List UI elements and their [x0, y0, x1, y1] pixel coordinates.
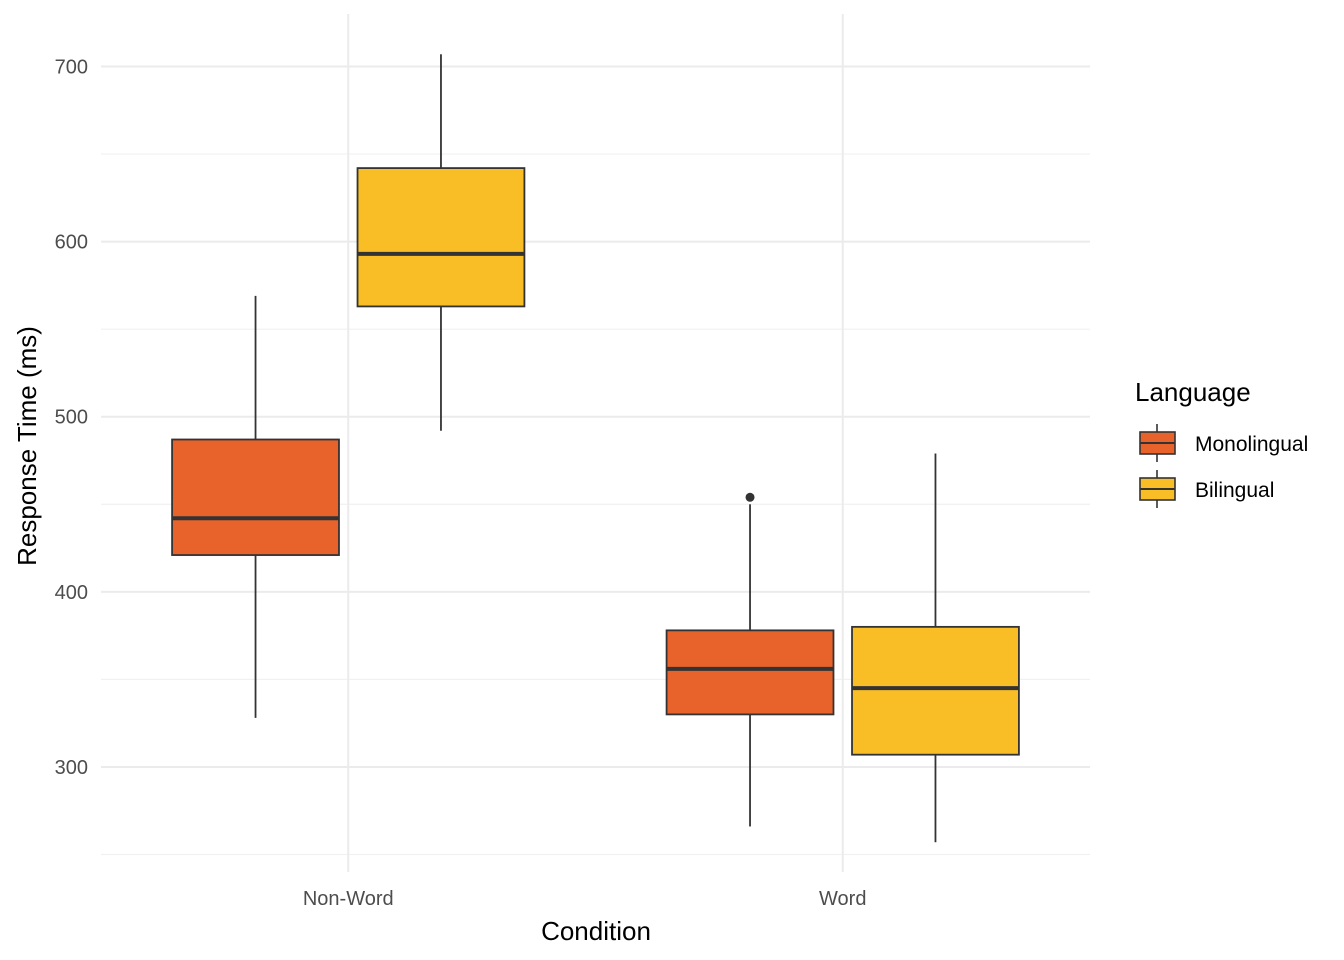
legend-items: Monolingual Bilingual	[1139, 424, 1308, 508]
box-iqr	[171, 438, 340, 556]
box-bilingual-non-word	[356, 54, 526, 431]
outlier-point	[745, 492, 755, 502]
legend-title: Language	[1135, 377, 1251, 407]
box-iqr	[356, 167, 526, 308]
y-tick-label: 700	[55, 57, 88, 79]
legend-label: Monolingual	[1195, 433, 1308, 456]
box-monolingual-word	[665, 492, 835, 827]
y-tick-label: 300	[55, 757, 88, 779]
box-bilingual-word	[851, 453, 1020, 843]
plot-area	[171, 54, 1020, 843]
box-iqr	[851, 625, 1020, 756]
x-axis-title: Condition	[541, 916, 651, 946]
x-axis-tick-labels: Non-Word Word	[303, 888, 867, 910]
y-tick-label: 500	[55, 407, 88, 429]
y-tick-label: 600	[55, 232, 88, 254]
major-gridlines	[101, 14, 1090, 872]
x-tick-label: Word	[819, 888, 866, 910]
box-monolingual-non-word	[171, 295, 340, 718]
legend: Language Monolingual Bilingual	[1135, 377, 1308, 508]
y-axis-tick-labels: 300 400 500 600 700	[55, 57, 88, 779]
legend-item-monolingual: Monolingual	[1139, 424, 1308, 462]
legend-item-bilingual: Bilingual	[1139, 470, 1274, 508]
x-tick-label: Non-Word	[303, 888, 394, 910]
y-tick-label: 400	[55, 582, 88, 604]
box-iqr	[665, 629, 835, 716]
y-axis-title: Response Time (ms)	[12, 326, 42, 566]
legend-label: Bilingual	[1195, 479, 1274, 502]
